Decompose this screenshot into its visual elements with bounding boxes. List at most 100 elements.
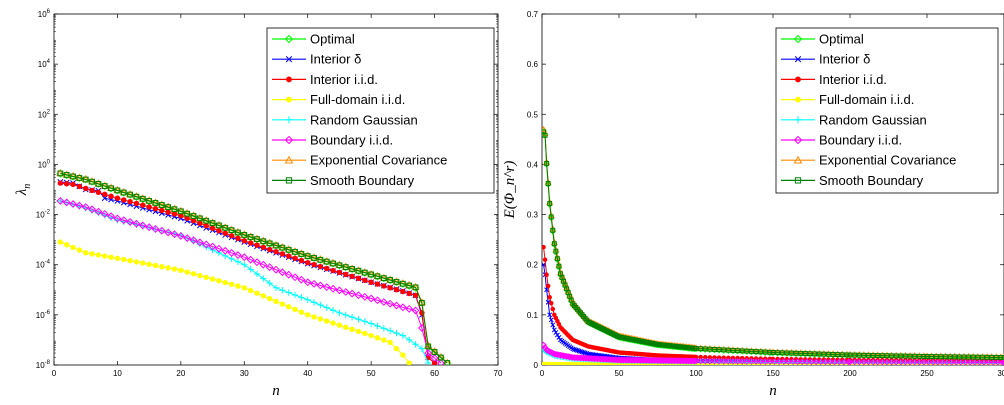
data-point bbox=[984, 354, 990, 360]
data-point bbox=[869, 358, 877, 365]
data-point bbox=[126, 218, 135, 226]
data-point bbox=[101, 195, 108, 202]
data-point bbox=[241, 231, 248, 238]
legend-marker bbox=[794, 56, 802, 63]
data-point bbox=[715, 357, 723, 365]
data-point bbox=[816, 351, 822, 357]
legend-marker bbox=[284, 155, 294, 164]
data-point bbox=[196, 215, 203, 222]
data-point bbox=[735, 348, 741, 354]
data-point bbox=[831, 358, 838, 365]
data-point bbox=[114, 195, 121, 201]
data-point bbox=[425, 359, 432, 365]
data-point bbox=[398, 303, 407, 312]
y-tick-label: 102 bbox=[38, 109, 51, 119]
data-point bbox=[879, 353, 885, 359]
data-point bbox=[362, 277, 368, 283]
data-point bbox=[911, 358, 918, 365]
legend-marker bbox=[795, 76, 801, 83]
data-point bbox=[76, 247, 83, 253]
data-point bbox=[817, 358, 825, 365]
data-point bbox=[542, 344, 549, 351]
data-point bbox=[151, 225, 160, 233]
data-point bbox=[209, 276, 216, 282]
data-point bbox=[145, 223, 154, 232]
data-point bbox=[367, 320, 375, 327]
data-point bbox=[702, 354, 708, 360]
data-point bbox=[81, 203, 90, 211]
data-point bbox=[107, 212, 115, 221]
y-tick-label: 104 bbox=[38, 59, 51, 69]
data-point bbox=[548, 214, 554, 220]
data-point bbox=[279, 244, 286, 251]
data-point bbox=[121, 256, 127, 263]
series-boundary-i-i-d- bbox=[542, 341, 1004, 365]
data-point bbox=[265, 263, 274, 272]
data-point bbox=[76, 175, 83, 181]
data-point bbox=[542, 132, 548, 138]
data-point bbox=[412, 292, 419, 299]
data-point bbox=[866, 352, 871, 358]
series-interior-i-i-d- bbox=[57, 180, 438, 365]
data-point bbox=[393, 278, 400, 285]
data-point bbox=[342, 264, 349, 271]
data-point bbox=[361, 318, 368, 325]
data-point bbox=[545, 181, 551, 186]
data-point bbox=[152, 206, 159, 212]
y-tick-label: 0.5 bbox=[527, 110, 539, 119]
plot-series-layer bbox=[56, 168, 452, 365]
data-point bbox=[430, 354, 439, 362]
data-point bbox=[822, 358, 829, 365]
data-point bbox=[303, 278, 312, 287]
data-point bbox=[247, 287, 254, 294]
data-point bbox=[840, 358, 848, 365]
data-point bbox=[379, 298, 388, 306]
legend-label: Interior i.i.d. bbox=[819, 72, 887, 87]
data-point bbox=[406, 360, 412, 365]
data-point bbox=[83, 185, 89, 192]
data-point bbox=[386, 327, 394, 334]
data-point bbox=[190, 213, 197, 219]
data-point bbox=[197, 220, 203, 226]
x-tick-label: 20 bbox=[176, 369, 185, 378]
data-point bbox=[979, 354, 985, 360]
data-point bbox=[273, 298, 279, 305]
data-point bbox=[227, 249, 236, 257]
data-point bbox=[285, 246, 292, 253]
data-point bbox=[542, 262, 546, 268]
data-point bbox=[221, 246, 230, 255]
y-tick-label: 0.4 bbox=[527, 160, 539, 169]
series-line bbox=[60, 172, 448, 364]
data-point bbox=[989, 354, 995, 360]
data-point bbox=[412, 341, 419, 348]
legend-marker bbox=[795, 96, 801, 103]
data-point bbox=[335, 286, 344, 295]
data-point bbox=[70, 181, 76, 188]
data-point bbox=[739, 348, 745, 354]
series-line bbox=[60, 200, 442, 364]
legend-marker bbox=[793, 34, 803, 44]
data-point bbox=[310, 279, 318, 288]
data-point bbox=[812, 351, 818, 357]
data-point bbox=[95, 189, 102, 196]
data-point bbox=[272, 284, 280, 292]
data-point bbox=[762, 349, 768, 355]
data-point bbox=[870, 352, 876, 358]
data-point bbox=[976, 359, 983, 365]
data-point bbox=[775, 350, 781, 356]
y-tick-label: 0.7 bbox=[527, 10, 539, 19]
legend-label: Interior i.i.d. bbox=[310, 72, 378, 87]
data-point bbox=[830, 351, 836, 357]
data-point bbox=[292, 255, 298, 262]
legend-box bbox=[775, 27, 999, 194]
legend-marker bbox=[285, 56, 293, 63]
data-point bbox=[279, 301, 286, 307]
data-point bbox=[712, 355, 717, 360]
data-point bbox=[785, 358, 792, 365]
data-point bbox=[701, 357, 709, 365]
data-point bbox=[406, 290, 412, 297]
data-point bbox=[793, 350, 799, 356]
legend-label: Exponential Covariance bbox=[310, 153, 447, 168]
data-point bbox=[291, 291, 299, 299]
data-point bbox=[803, 358, 811, 365]
